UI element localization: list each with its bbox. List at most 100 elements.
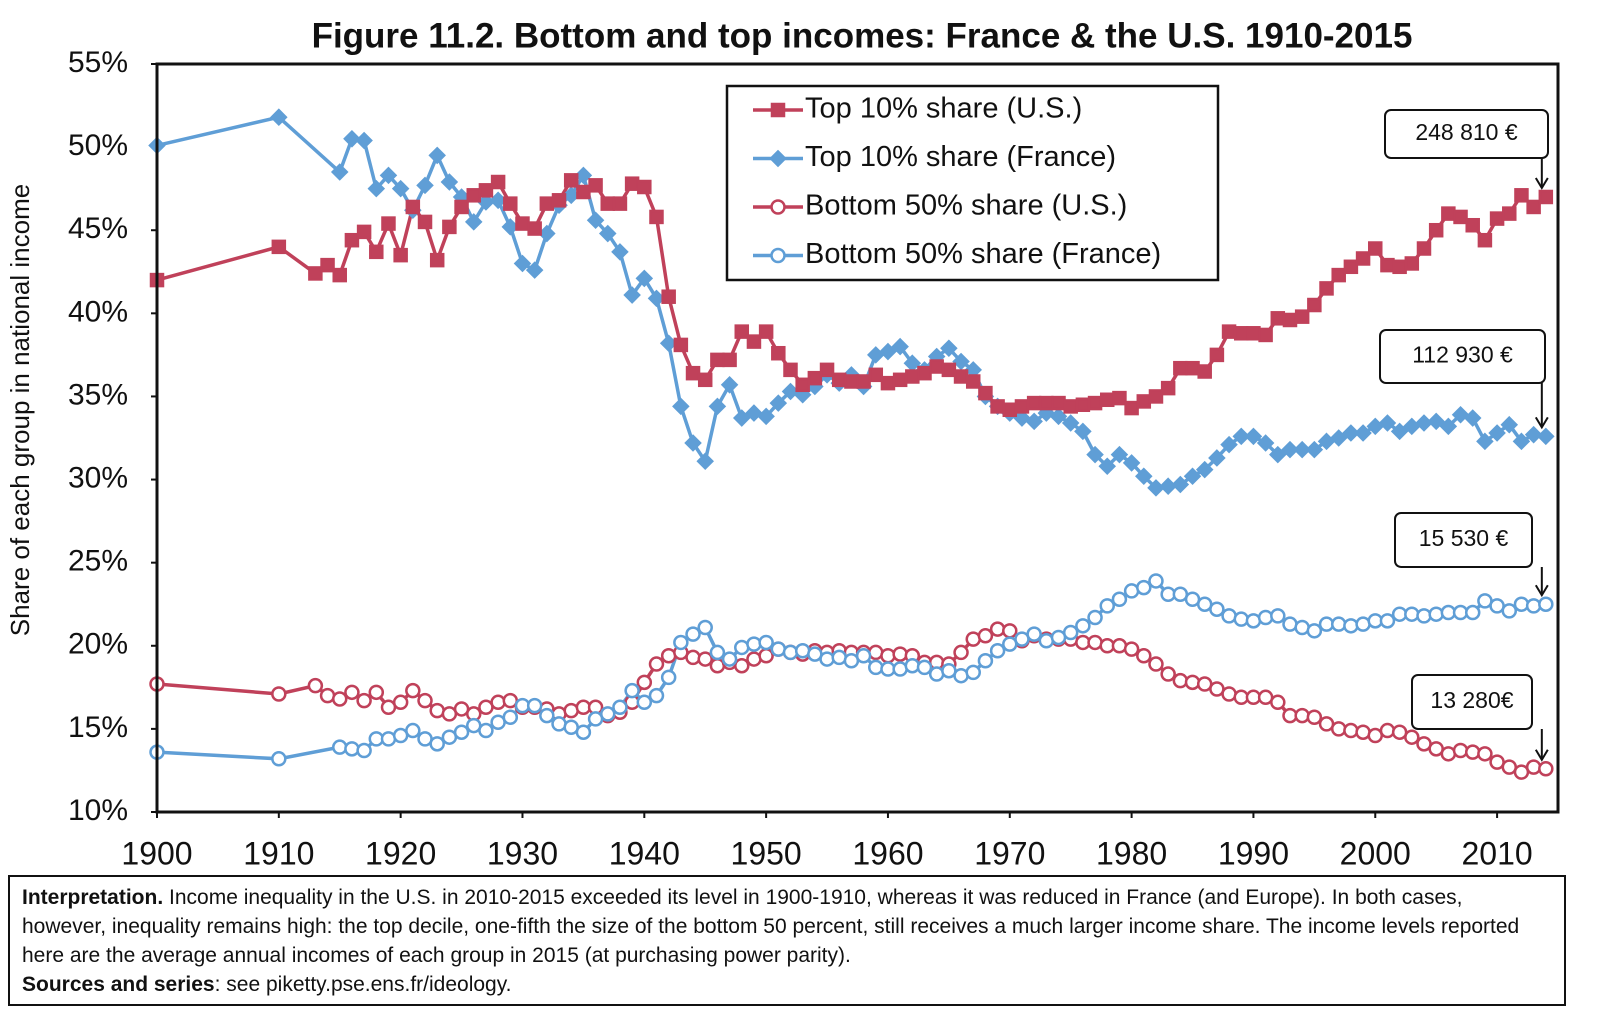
marker [856, 374, 871, 389]
marker [1464, 604, 1481, 621]
marker [344, 232, 360, 248]
marker [1525, 759, 1542, 775]
marker [453, 724, 470, 740]
note: Interpretation. Income inequality in the… [8, 875, 1566, 1006]
marker [1025, 412, 1043, 431]
marker [989, 643, 1006, 659]
marker [892, 646, 908, 662]
marker [1061, 414, 1080, 432]
marker [1477, 232, 1493, 248]
marker [1451, 405, 1470, 424]
marker [1392, 259, 1407, 275]
marker [1319, 281, 1334, 296]
marker [807, 370, 823, 386]
marker [977, 652, 994, 669]
marker [440, 173, 459, 191]
marker [611, 243, 629, 261]
marker [539, 707, 555, 724]
marker [1062, 624, 1079, 641]
marker [868, 659, 884, 676]
marker [746, 334, 762, 349]
marker [941, 362, 957, 378]
marker [1014, 399, 1030, 414]
marker [697, 619, 713, 636]
marker [685, 626, 701, 642]
marker [855, 648, 872, 664]
y-axis-label: Share of each group in national income [5, 184, 35, 636]
marker [781, 382, 800, 401]
marker [1465, 217, 1480, 233]
x-tick-label: 1930 [487, 835, 558, 870]
callout-label: 13 280€ [1430, 687, 1513, 713]
y-tick-label: 30% [68, 461, 128, 494]
marker [734, 324, 750, 339]
marker [769, 394, 788, 412]
marker [1294, 309, 1310, 324]
marker [539, 196, 555, 211]
marker [356, 692, 372, 709]
marker [527, 221, 542, 236]
marker [1489, 211, 1505, 226]
marker [1524, 425, 1543, 444]
marker [368, 684, 385, 701]
marker [1404, 606, 1420, 622]
marker [1416, 608, 1432, 624]
marker [1502, 206, 1517, 221]
x-tick-label: 1940 [609, 835, 680, 870]
marker [454, 199, 469, 215]
marker [478, 722, 494, 739]
marker [1270, 311, 1286, 326]
marker [502, 709, 519, 726]
y-tick-label: 10% [68, 794, 128, 827]
marker [1538, 189, 1554, 205]
note-text: Income inequality in the U.S. in 2010-20… [22, 886, 1520, 967]
marker [659, 334, 678, 353]
marker [429, 252, 445, 268]
marker [685, 365, 701, 381]
marker [307, 677, 324, 694]
marker [526, 697, 543, 714]
marker [770, 102, 786, 118]
marker [696, 452, 714, 471]
marker [367, 179, 386, 198]
marker [1500, 415, 1519, 434]
marker [1379, 722, 1396, 739]
marker [478, 183, 494, 198]
marker [1026, 395, 1042, 411]
callout-label: 112 930 € [1412, 342, 1513, 368]
marker [1098, 457, 1117, 476]
marker [1329, 429, 1348, 447]
marker [697, 651, 713, 667]
y-tick-label: 55% [68, 46, 128, 79]
marker [1416, 241, 1432, 256]
sources-label: Sources and series [22, 973, 215, 996]
marker [391, 179, 410, 198]
marker [769, 149, 787, 168]
marker [1258, 327, 1273, 343]
marker [1354, 424, 1372, 442]
marker [661, 289, 676, 304]
marker [344, 741, 360, 757]
marker [343, 130, 361, 148]
marker [978, 385, 993, 401]
marker [1197, 364, 1212, 379]
marker [1051, 395, 1066, 411]
marker [490, 694, 506, 711]
marker [551, 193, 567, 208]
marker [405, 682, 421, 699]
marker [1148, 656, 1164, 672]
marker [1172, 672, 1189, 689]
x-tick-label: 1900 [121, 835, 192, 870]
marker [1221, 324, 1237, 339]
marker [271, 239, 287, 255]
marker [1477, 746, 1493, 762]
marker [586, 211, 605, 230]
marker [1501, 603, 1518, 619]
marker [1234, 326, 1249, 341]
marker [600, 706, 616, 722]
marker [1464, 744, 1481, 760]
marker [612, 699, 628, 716]
marker [1380, 257, 1395, 273]
marker [720, 376, 739, 394]
marker [1002, 623, 1018, 639]
